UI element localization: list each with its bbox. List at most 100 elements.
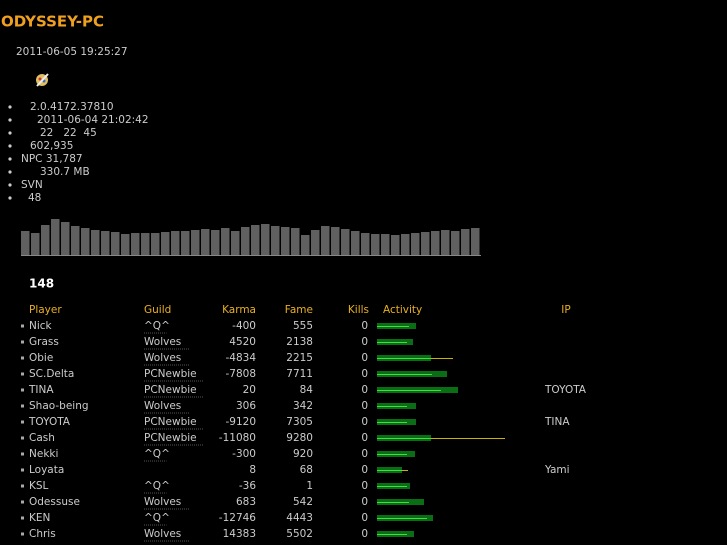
kills: 0 bbox=[361, 320, 368, 332]
ip: TINA bbox=[544, 416, 570, 428]
history-bar bbox=[411, 233, 420, 255]
info-item: 48 bbox=[28, 192, 41, 204]
info-item: 330.7 MB bbox=[40, 166, 90, 178]
history-bar bbox=[221, 228, 230, 255]
guild: ^Q^ bbox=[144, 320, 170, 332]
history-bar bbox=[441, 230, 450, 255]
fame: 84 bbox=[300, 384, 314, 396]
history-bar bbox=[171, 231, 180, 255]
player: SC.Delta bbox=[29, 368, 74, 380]
history-bar bbox=[181, 231, 190, 255]
fame: 68 bbox=[300, 464, 313, 476]
history-bar bbox=[371, 234, 380, 255]
history-bar bbox=[161, 232, 170, 255]
row-bullet bbox=[21, 452, 24, 456]
timestamp: 2011-06-05 19:25:27 bbox=[16, 46, 128, 58]
history-bar bbox=[351, 231, 360, 255]
row-bullet bbox=[21, 340, 24, 344]
guild: ^Q^ bbox=[144, 480, 170, 492]
guild: PCNewbie bbox=[144, 368, 197, 380]
info-item: SVN bbox=[21, 179, 43, 191]
info-item: NPC 31,787 bbox=[21, 153, 83, 165]
row-bullet bbox=[21, 372, 24, 376]
player-count: 148 bbox=[29, 277, 54, 291]
karma: 306 bbox=[236, 400, 256, 412]
history-bar bbox=[361, 233, 370, 255]
history-bar bbox=[291, 228, 300, 255]
fame: 5502 bbox=[286, 528, 313, 540]
history-bar bbox=[421, 232, 430, 255]
karma: -300 bbox=[232, 448, 256, 460]
history-bar bbox=[311, 230, 320, 255]
history-bar bbox=[321, 226, 330, 255]
bullet bbox=[8, 183, 12, 187]
kills: 0 bbox=[361, 496, 368, 508]
player: Odessuse bbox=[29, 496, 80, 508]
history-bar bbox=[111, 232, 120, 255]
player: Chris bbox=[29, 528, 56, 540]
bullet bbox=[8, 157, 12, 161]
history-bar bbox=[21, 231, 30, 255]
history-bar bbox=[231, 231, 240, 255]
karma: 4520 bbox=[229, 336, 256, 348]
history-bar bbox=[331, 227, 340, 255]
guild: Wolves bbox=[144, 352, 181, 364]
fame: 2138 bbox=[286, 336, 313, 348]
history-bar bbox=[81, 228, 90, 255]
history-bar bbox=[51, 219, 60, 255]
player: Grass bbox=[29, 336, 59, 348]
fame: 342 bbox=[293, 400, 313, 412]
fame: 920 bbox=[293, 448, 313, 460]
row-bullet bbox=[21, 516, 24, 520]
fame: 555 bbox=[293, 320, 313, 332]
icon bbox=[36, 73, 49, 87]
karma: -7808 bbox=[225, 368, 256, 380]
history-bar bbox=[301, 235, 310, 255]
info-item: 22 22 45 bbox=[40, 127, 97, 139]
player: Nekki bbox=[29, 448, 58, 460]
kills: 0 bbox=[361, 384, 368, 396]
kills: 0 bbox=[361, 352, 368, 364]
history-bar bbox=[191, 230, 200, 255]
row-bullet bbox=[21, 532, 24, 536]
kills: 0 bbox=[361, 416, 368, 428]
history-bar bbox=[141, 233, 150, 255]
history-bar bbox=[261, 224, 270, 255]
bullet bbox=[8, 105, 12, 109]
row-bullet bbox=[21, 324, 24, 328]
history-bar bbox=[121, 234, 130, 255]
history-bar bbox=[341, 229, 350, 255]
column-header: Player bbox=[29, 304, 62, 316]
kills: 0 bbox=[361, 400, 368, 412]
player: TOYOTA bbox=[28, 416, 71, 428]
fame: 2215 bbox=[286, 352, 313, 364]
bullet bbox=[8, 170, 12, 174]
history-bar bbox=[131, 233, 140, 255]
karma: 683 bbox=[236, 496, 256, 508]
bullet bbox=[8, 196, 12, 200]
fame: 7711 bbox=[286, 368, 313, 380]
karma: -12746 bbox=[219, 512, 257, 524]
player: TINA bbox=[28, 384, 54, 396]
fame: 542 bbox=[293, 496, 313, 508]
player: Obie bbox=[29, 352, 53, 364]
row-bullet bbox=[21, 500, 24, 504]
guild: ^Q^ bbox=[144, 512, 170, 524]
history-bar bbox=[71, 226, 80, 255]
info-item: 2011-06-04 21:02:42 bbox=[37, 114, 149, 126]
history-bar bbox=[91, 230, 100, 255]
history-bar bbox=[451, 231, 460, 255]
karma: -36 bbox=[239, 480, 256, 492]
row-bullet bbox=[21, 404, 24, 408]
kills: 0 bbox=[361, 368, 368, 380]
kills: 0 bbox=[361, 464, 368, 476]
kills: 0 bbox=[361, 528, 368, 540]
player: Cash bbox=[29, 432, 55, 444]
guild: Wolves bbox=[144, 528, 181, 540]
player: Shao-being bbox=[29, 400, 89, 412]
karma: -400 bbox=[232, 320, 256, 332]
history-bar bbox=[431, 231, 440, 255]
guild: PCNewbie bbox=[144, 432, 197, 444]
karma: 8 bbox=[249, 464, 256, 476]
